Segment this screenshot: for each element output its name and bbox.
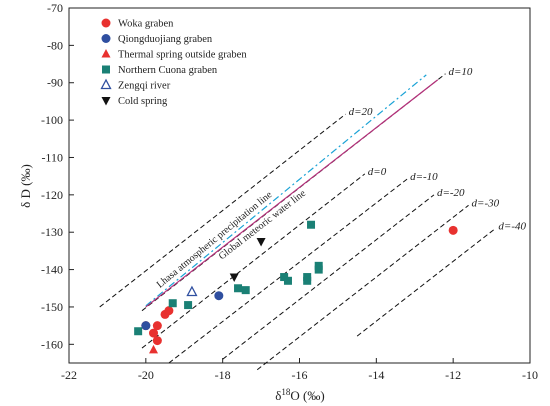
y-tick-label: -150 — [41, 300, 63, 314]
d-excess-label: d=-40 — [498, 220, 526, 232]
data-point — [152, 336, 162, 346]
data-point — [149, 328, 159, 338]
data-point — [448, 225, 458, 235]
y-axis-label: δ D (‰) — [18, 164, 33, 208]
y-tick-label: -100 — [41, 113, 63, 127]
legend-label: Cold spring — [118, 96, 168, 107]
y-tick-label: -70 — [47, 1, 63, 15]
d-excess-line — [141, 173, 366, 349]
d-excess-line — [222, 194, 435, 360]
data-point — [241, 286, 250, 295]
legend-marker — [101, 34, 111, 43]
d-excess-label: d=10 — [448, 66, 472, 78]
data-point — [134, 327, 143, 336]
y-tick-label: -140 — [41, 263, 63, 277]
data-point — [152, 321, 162, 331]
data-point — [186, 285, 198, 297]
legend-marker — [101, 97, 111, 106]
data-point — [141, 321, 151, 331]
x-tick-label: -12 — [445, 368, 461, 382]
d-excess-label: d=-30 — [472, 197, 500, 209]
data-point — [168, 299, 177, 308]
d-excess-label: d=-10 — [410, 171, 438, 183]
legend-marker — [102, 65, 110, 74]
x-tick-label: -10 — [522, 368, 538, 382]
data-point — [234, 284, 243, 293]
reference-line — [145, 74, 427, 307]
legend-label: Woka graben — [118, 19, 174, 30]
y-tick-label: -80 — [47, 38, 63, 52]
d-excess-label: d=0 — [368, 166, 387, 178]
x-tick-label: -20 — [138, 368, 154, 382]
plot-frame — [68, 7, 531, 364]
d-excess-line — [356, 228, 496, 337]
legend-label: Thermal spring outside graben — [118, 50, 247, 61]
x-tick-label: -16 — [292, 368, 308, 382]
data-point — [229, 273, 239, 283]
d-excess-label: d=-20 — [437, 187, 465, 199]
legend-label: Zengqi river — [118, 81, 171, 92]
y-tick-label: -110 — [41, 150, 63, 164]
reference-line — [145, 79, 439, 308]
y-tick-label: -120 — [41, 188, 63, 202]
legend-marker — [100, 78, 112, 90]
data-point — [303, 276, 312, 285]
legend-label: Northern Cuona graben — [118, 65, 218, 76]
d-excess-line — [256, 204, 469, 371]
data-point — [149, 344, 159, 354]
data-point — [307, 220, 316, 229]
y-tick-label: -90 — [47, 76, 63, 90]
legend-marker — [101, 18, 111, 28]
y-tick-label: -130 — [41, 225, 63, 239]
legend-label: Qiongduojiang graben — [118, 34, 213, 45]
x-axis-label: δ18O (‰) — [275, 387, 324, 403]
data-point — [184, 301, 193, 310]
legend-marker — [101, 49, 111, 58]
x-tick-label: -14 — [368, 368, 384, 382]
data-point — [283, 276, 292, 285]
d-excess-label: d=20 — [349, 106, 373, 118]
x-tick-label: -22 — [61, 368, 77, 382]
y-tick-label: -160 — [41, 337, 63, 351]
d-excess-line — [168, 178, 408, 364]
d-excess-line — [99, 113, 346, 308]
data-point — [214, 291, 224, 301]
data-point — [314, 265, 323, 274]
x-tick-label: -18 — [215, 368, 231, 382]
reference-line-label: Lhasa atmospheric precipitation line — [155, 189, 275, 291]
data-point — [164, 306, 174, 316]
data-point — [256, 238, 266, 247]
